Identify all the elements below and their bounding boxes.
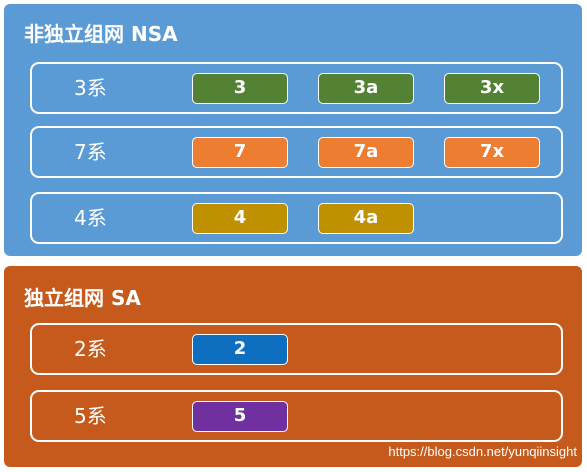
nsa-title: 非独立组网 NSA: [24, 22, 178, 46]
watermark: https://blog.csdn.net/yunqiinsight: [388, 444, 577, 459]
option-7: 7: [192, 137, 288, 168]
option-5: 5: [192, 401, 288, 432]
option-2: 2: [192, 334, 288, 365]
option-7x: 7x: [444, 137, 540, 168]
sa-panel: 独立组网 SA 2系 2 5系 5: [4, 266, 582, 467]
option-3a: 3a: [318, 73, 414, 104]
row-series-4: 4系 4 4a: [30, 192, 563, 244]
nsa-panel: 非独立组网 NSA 3系 3 3a 3x 7系 7 7a 7x 4系 4 4a: [4, 4, 582, 256]
row-label: 5系: [74, 404, 107, 428]
sa-title: 独立组网 SA: [24, 286, 141, 310]
option-4: 4: [192, 203, 288, 234]
row-series-3: 3系 3 3a 3x: [30, 62, 563, 114]
row-series-2: 2系 2: [30, 323, 563, 375]
row-series-5: 5系 5: [30, 390, 563, 442]
option-3: 3: [192, 73, 288, 104]
option-7a: 7a: [318, 137, 414, 168]
row-label: 3系: [74, 76, 107, 100]
option-4a: 4a: [318, 203, 414, 234]
row-label: 2系: [74, 337, 107, 361]
row-label: 4系: [74, 206, 107, 230]
option-3x: 3x: [444, 73, 540, 104]
row-label: 7系: [74, 140, 107, 164]
row-series-7: 7系 7 7a 7x: [30, 126, 563, 178]
